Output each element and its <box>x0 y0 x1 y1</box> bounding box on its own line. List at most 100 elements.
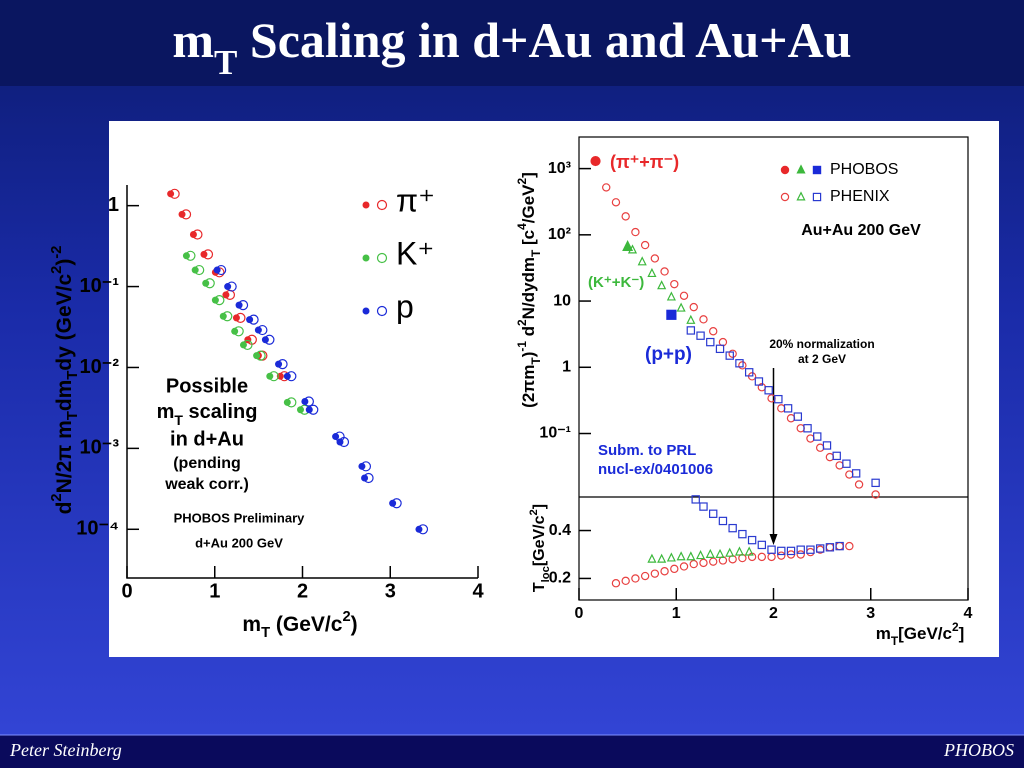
marker <box>747 535 757 545</box>
marker <box>706 337 715 347</box>
marker-open <box>277 359 288 370</box>
marker <box>854 480 864 489</box>
marker <box>660 567 669 576</box>
y-axis-label: (2πmT)-1 d2N/dydmT [c4/GeV2] <box>515 172 543 408</box>
marker <box>621 212 630 221</box>
x-tick-label: 3 <box>866 605 875 622</box>
text-part: T <box>261 625 270 641</box>
marker <box>793 412 803 421</box>
marker <box>637 256 647 266</box>
marker-pair <box>202 278 215 289</box>
annotation: 20% normalization <box>769 337 874 351</box>
annotation: d+Au 200 GeV <box>195 535 283 550</box>
marker <box>842 459 851 468</box>
text-part: ] <box>531 504 548 509</box>
annotation: (pending <box>173 455 241 472</box>
legend-marker <box>376 305 388 317</box>
marker-pair <box>211 295 225 306</box>
marker-pair <box>182 250 196 261</box>
marker <box>764 386 773 395</box>
marker <box>650 254 660 263</box>
text-part: Scaling in d+Au and Au+Au <box>237 12 851 68</box>
marker <box>796 545 805 554</box>
marker-pair <box>266 371 279 382</box>
marker <box>622 240 634 251</box>
marker <box>602 183 611 192</box>
y-tick-label: 10⁻⁴ <box>76 518 119 540</box>
marker-pair <box>239 339 253 351</box>
marker-pair <box>219 311 233 322</box>
marker <box>627 244 638 254</box>
y-tick-label: 0.2 <box>549 570 571 587</box>
text-part: N/2π m <box>53 420 76 493</box>
marker <box>777 546 786 556</box>
text-part: 2 <box>49 493 65 501</box>
marker <box>725 351 734 360</box>
marker <box>611 579 621 588</box>
text-part: m <box>172 12 214 68</box>
text-part: T <box>529 249 543 257</box>
marker <box>812 165 822 175</box>
text-part: [GeV/c <box>531 515 548 566</box>
annotation: weak corr.) <box>164 476 249 493</box>
footer-author: Peter Steinberg <box>9 740 122 760</box>
text-part: T <box>531 582 548 592</box>
marker-open <box>185 250 196 261</box>
legend-label: PHOBOS <box>830 161 898 178</box>
marker <box>813 432 822 441</box>
x-tick-label: 4 <box>964 605 973 622</box>
marker <box>783 404 793 413</box>
marker-pair <box>261 334 275 345</box>
marker <box>666 309 677 320</box>
marker <box>686 326 696 335</box>
marker <box>728 349 737 358</box>
marker <box>715 344 725 354</box>
annotation: mT scaling <box>157 401 258 427</box>
marker-pair <box>283 397 297 408</box>
text-part: T <box>529 357 543 365</box>
text-part: ) <box>53 259 76 266</box>
marker <box>696 331 705 340</box>
marker <box>689 559 698 569</box>
marker <box>689 302 698 312</box>
species-label: (π⁺+π⁻) <box>610 152 679 172</box>
marker <box>705 548 715 558</box>
text-part: m <box>242 613 261 636</box>
marker <box>815 544 825 553</box>
marker-pair <box>213 264 227 276</box>
text-part: (GeV/c <box>270 613 343 636</box>
marker <box>835 541 844 551</box>
marker <box>845 541 854 551</box>
marker <box>676 302 686 312</box>
marker-pair <box>361 472 374 484</box>
text-part: 2 <box>515 177 529 184</box>
marker <box>738 529 747 539</box>
marker-pair <box>254 324 268 336</box>
marker <box>657 280 667 290</box>
marker <box>735 359 744 368</box>
legend-marker <box>362 201 370 209</box>
text-part: T <box>174 412 183 428</box>
marker <box>812 192 822 202</box>
marker <box>796 164 806 174</box>
marker <box>757 540 767 550</box>
marker <box>670 564 679 574</box>
marker <box>757 552 767 562</box>
text-part: [c <box>519 230 538 250</box>
y-tick-label: 10³ <box>548 160 571 177</box>
text-part: -2 <box>49 246 65 259</box>
y-tick-label: 10⁻³ <box>80 437 120 459</box>
title-bar <box>0 0 1024 86</box>
marker <box>728 523 737 533</box>
marker <box>744 368 754 377</box>
annotation: PHOBOS Preliminary <box>174 510 306 525</box>
marker-pair <box>231 326 244 337</box>
marker-open <box>216 264 227 276</box>
marker-pair <box>224 281 237 292</box>
marker-open <box>222 311 233 322</box>
x-tick-label: 1 <box>209 580 220 602</box>
marker-pair <box>336 436 350 448</box>
marker <box>676 551 686 561</box>
annotation: in d+Au <box>170 428 244 450</box>
